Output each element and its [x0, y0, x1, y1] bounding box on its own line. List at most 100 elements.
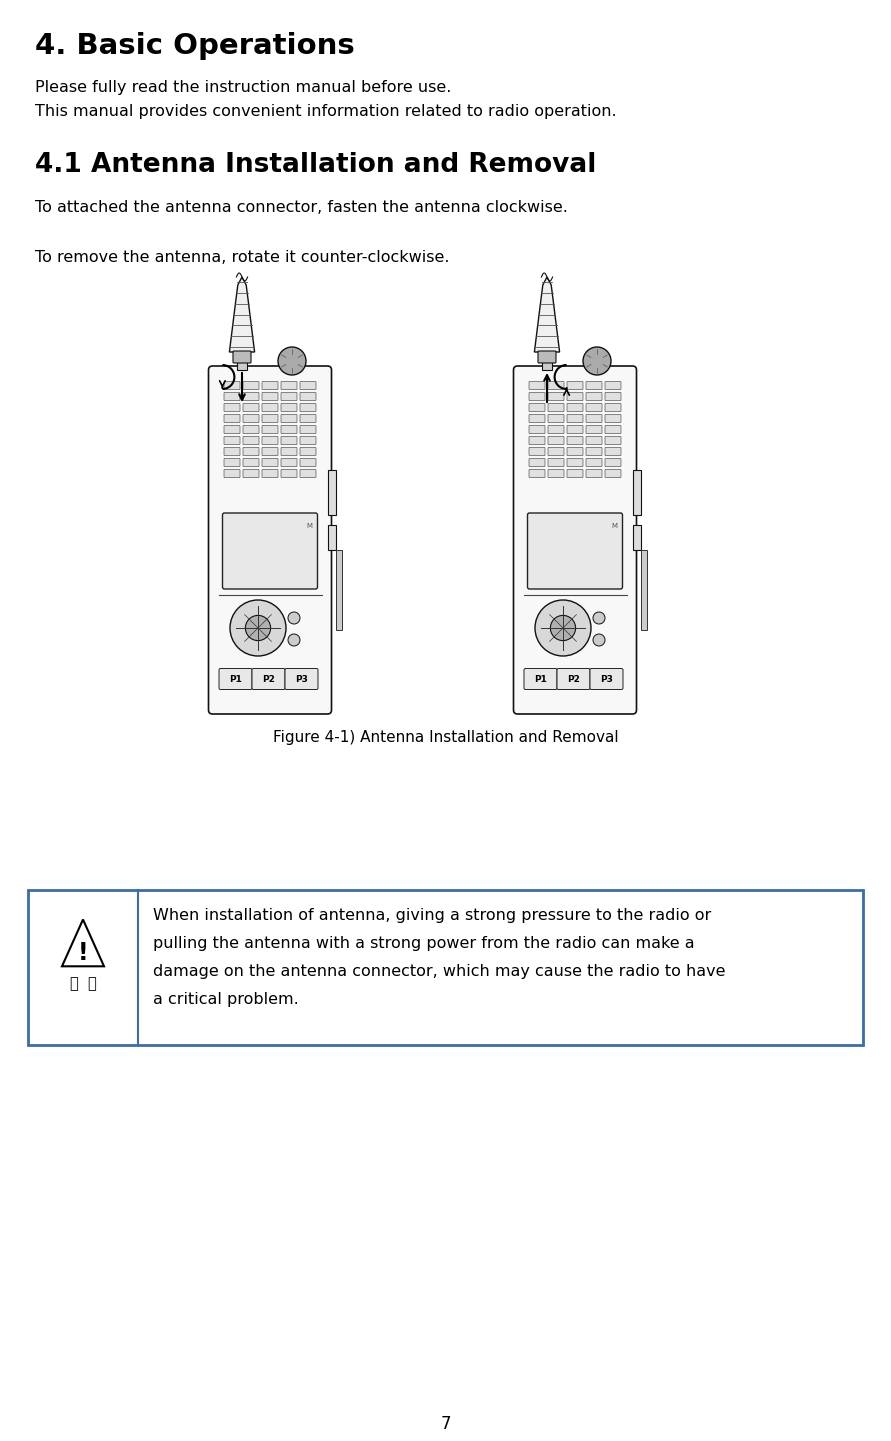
Text: P3: P3 — [295, 674, 308, 683]
FancyBboxPatch shape — [567, 403, 583, 412]
FancyBboxPatch shape — [586, 403, 602, 412]
FancyBboxPatch shape — [224, 458, 240, 467]
FancyBboxPatch shape — [548, 403, 564, 412]
FancyBboxPatch shape — [262, 403, 278, 412]
FancyBboxPatch shape — [567, 448, 583, 455]
FancyBboxPatch shape — [281, 470, 297, 477]
FancyBboxPatch shape — [224, 470, 240, 477]
FancyBboxPatch shape — [605, 425, 621, 434]
FancyBboxPatch shape — [224, 437, 240, 444]
FancyBboxPatch shape — [243, 470, 259, 477]
FancyBboxPatch shape — [605, 437, 621, 444]
Circle shape — [288, 634, 300, 646]
Text: 7: 7 — [441, 1415, 451, 1432]
Bar — [328, 525, 336, 550]
FancyBboxPatch shape — [605, 415, 621, 422]
FancyBboxPatch shape — [529, 382, 545, 389]
FancyBboxPatch shape — [300, 425, 316, 434]
FancyBboxPatch shape — [586, 382, 602, 389]
FancyBboxPatch shape — [529, 415, 545, 422]
FancyBboxPatch shape — [586, 448, 602, 455]
Bar — [336, 550, 341, 630]
FancyBboxPatch shape — [513, 366, 636, 713]
Text: P1: P1 — [534, 674, 547, 683]
FancyBboxPatch shape — [243, 458, 259, 467]
FancyBboxPatch shape — [567, 392, 583, 401]
FancyBboxPatch shape — [281, 458, 297, 467]
Polygon shape — [229, 277, 255, 352]
FancyBboxPatch shape — [219, 669, 252, 689]
FancyBboxPatch shape — [300, 403, 316, 412]
Text: 4. Basic Operations: 4. Basic Operations — [35, 32, 355, 61]
FancyBboxPatch shape — [252, 669, 285, 689]
Text: a critical problem.: a critical problem. — [153, 991, 298, 1007]
Circle shape — [245, 615, 271, 641]
Polygon shape — [535, 277, 560, 352]
FancyBboxPatch shape — [557, 669, 590, 689]
Text: 4.1 Antenna Installation and Removal: 4.1 Antenna Installation and Removal — [35, 151, 596, 179]
FancyBboxPatch shape — [300, 458, 316, 467]
FancyBboxPatch shape — [605, 448, 621, 455]
FancyBboxPatch shape — [529, 403, 545, 412]
FancyBboxPatch shape — [567, 382, 583, 389]
Text: damage on the antenna connector, which may cause the radio to have: damage on the antenna connector, which m… — [153, 964, 725, 978]
FancyBboxPatch shape — [285, 669, 318, 689]
Polygon shape — [62, 919, 104, 967]
FancyBboxPatch shape — [529, 448, 545, 455]
FancyBboxPatch shape — [529, 437, 545, 444]
FancyBboxPatch shape — [567, 437, 583, 444]
FancyBboxPatch shape — [243, 425, 259, 434]
FancyBboxPatch shape — [243, 437, 259, 444]
Text: M: M — [307, 523, 313, 529]
FancyBboxPatch shape — [243, 448, 259, 455]
FancyBboxPatch shape — [300, 448, 316, 455]
Bar — [633, 470, 641, 514]
FancyBboxPatch shape — [281, 382, 297, 389]
FancyBboxPatch shape — [605, 403, 621, 412]
FancyBboxPatch shape — [605, 458, 621, 467]
FancyBboxPatch shape — [527, 513, 623, 589]
FancyBboxPatch shape — [243, 392, 259, 401]
FancyBboxPatch shape — [224, 448, 240, 455]
FancyBboxPatch shape — [224, 392, 240, 401]
FancyBboxPatch shape — [208, 366, 331, 713]
FancyBboxPatch shape — [300, 470, 316, 477]
Bar — [542, 356, 552, 370]
FancyBboxPatch shape — [224, 425, 240, 434]
FancyBboxPatch shape — [243, 415, 259, 422]
FancyBboxPatch shape — [281, 425, 297, 434]
FancyBboxPatch shape — [605, 392, 621, 401]
FancyBboxPatch shape — [262, 437, 278, 444]
Text: M: M — [611, 523, 617, 529]
FancyBboxPatch shape — [224, 415, 240, 422]
FancyBboxPatch shape — [224, 382, 240, 389]
Circle shape — [593, 612, 605, 624]
FancyBboxPatch shape — [548, 382, 564, 389]
Text: When installation of antenna, giving a strong pressure to the radio or: When installation of antenna, giving a s… — [153, 908, 711, 924]
Circle shape — [535, 599, 591, 656]
FancyBboxPatch shape — [529, 392, 545, 401]
FancyBboxPatch shape — [262, 382, 278, 389]
Bar — [633, 525, 641, 550]
Bar — [641, 550, 647, 630]
Circle shape — [288, 612, 300, 624]
Text: Please fully read the instruction manual before use.: Please fully read the instruction manual… — [35, 81, 452, 95]
FancyBboxPatch shape — [300, 382, 316, 389]
FancyBboxPatch shape — [262, 415, 278, 422]
Text: P2: P2 — [567, 674, 580, 683]
FancyBboxPatch shape — [586, 415, 602, 422]
FancyBboxPatch shape — [605, 382, 621, 389]
Text: To attached the antenna connector, fasten the antenna clockwise.: To attached the antenna connector, faste… — [35, 200, 568, 215]
FancyBboxPatch shape — [605, 470, 621, 477]
Bar — [237, 356, 247, 370]
FancyBboxPatch shape — [529, 425, 545, 434]
FancyBboxPatch shape — [548, 437, 564, 444]
FancyBboxPatch shape — [548, 470, 564, 477]
FancyBboxPatch shape — [28, 891, 863, 1045]
FancyBboxPatch shape — [300, 392, 316, 401]
FancyBboxPatch shape — [548, 392, 564, 401]
FancyBboxPatch shape — [548, 415, 564, 422]
FancyBboxPatch shape — [548, 448, 564, 455]
FancyBboxPatch shape — [262, 392, 278, 401]
Bar — [328, 470, 336, 514]
